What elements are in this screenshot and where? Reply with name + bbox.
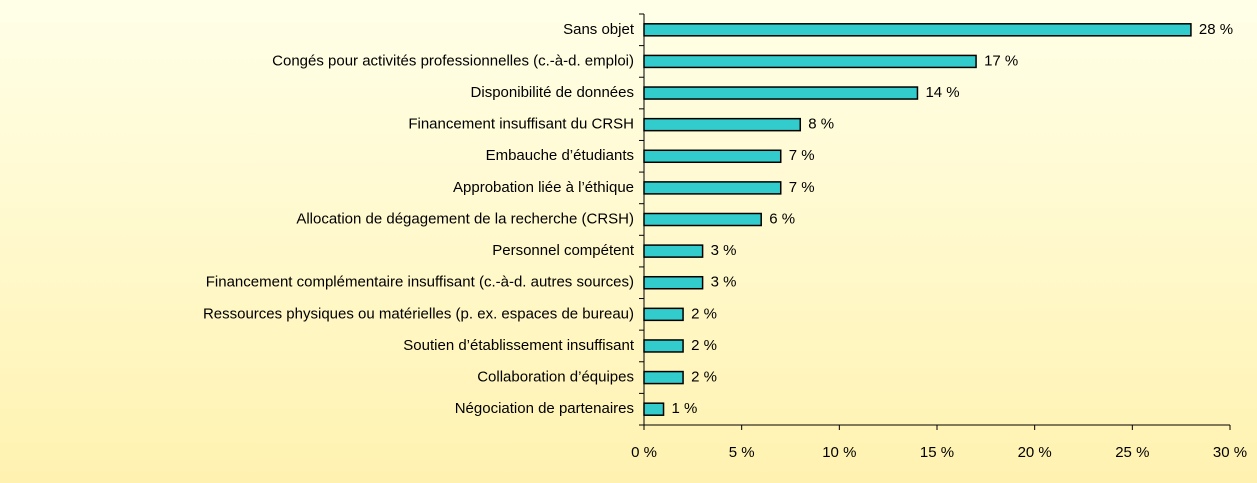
y-tick-label: Financement complémentaire insuffisant (… [206,274,634,291]
bar [643,307,684,322]
value-label: 7 % [789,147,815,164]
y-tick-label: Congés pour activités professionnelles (… [272,52,634,69]
y-tick-label: Ressources physiques ou matérielles (p. … [203,305,634,322]
bar [643,370,684,385]
bar [643,117,802,132]
y-tick-label: Disponibilité de données [471,84,634,101]
y-tick-label: Négociation de partenaires [455,400,634,417]
value-label: 28 % [1199,21,1233,38]
bar [643,339,684,353]
x-tick-label: 5 % [729,444,755,461]
bar [643,275,704,290]
value-label: 17 % [984,52,1018,69]
value-label: 2 % [691,337,717,354]
y-tick-label: Collaboration d’équipes [477,369,634,386]
x-tick-label: 30 % [1213,444,1247,461]
y-tick-label: Embauche d’étudiants [486,147,634,164]
bar [643,23,1192,37]
value-label: 3 % [711,274,737,291]
bar [643,149,782,164]
value-label: 2 % [691,369,717,386]
value-label: 14 % [925,84,959,101]
value-label: 3 % [711,242,737,259]
y-tick-label: Approbation liée à l’éthique [453,179,634,196]
bar [643,54,977,69]
value-label: 2 % [691,305,717,322]
y-tick-label: Allocation de dégagement de la recherche… [296,210,634,227]
y-tick-label: Personnel compétent [492,242,635,259]
bar [643,244,704,258]
value-label: 8 % [808,116,834,133]
y-tick-label: Soutien d’établissement insuffisant [403,337,635,354]
y-tick-label: Financement insuffisant du CRSH [408,116,634,133]
x-tick-label: 15 % [920,444,954,461]
value-label: 6 % [769,210,795,227]
bar [643,181,782,195]
bar [643,402,665,416]
x-tick-label: 20 % [1018,444,1052,461]
value-label: 1 % [672,400,698,417]
x-tick-label: 25 % [1115,444,1149,461]
bar [643,212,762,227]
x-tick-label: 10 % [822,444,856,461]
value-label: 7 % [789,179,815,196]
y-tick-label: Sans objet [563,21,635,38]
bar [643,86,919,100]
x-tick-label: 0 % [631,444,657,461]
